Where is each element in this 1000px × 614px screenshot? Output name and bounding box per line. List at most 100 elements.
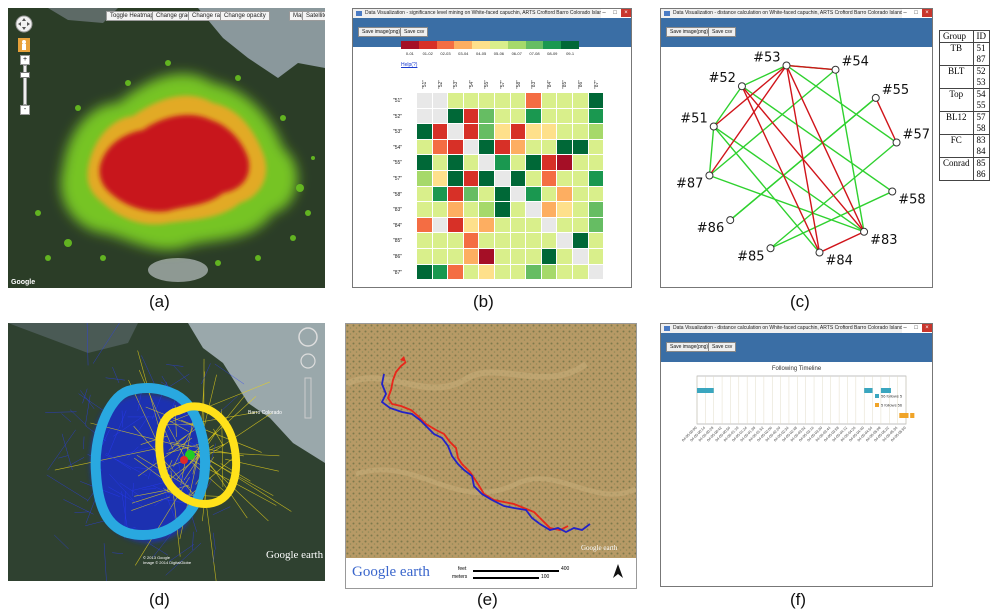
matrix-cell[interactable]: [432, 108, 448, 124]
graph-node[interactable]: [815, 248, 824, 257]
matrix-cell[interactable]: [526, 186, 541, 202]
maximize-button[interactable]: □: [914, 325, 918, 331]
minimize-button[interactable]: –: [903, 325, 907, 331]
matrix-cell[interactable]: [557, 264, 572, 280]
matrix-cell[interactable]: [588, 217, 604, 233]
matrix-cell[interactable]: [479, 186, 494, 202]
matrix-cell[interactable]: [448, 217, 463, 233]
matrix-cell[interactable]: [495, 93, 510, 108]
matrix-cell[interactable]: [448, 249, 463, 264]
matrix-cell[interactable]: [510, 108, 526, 124]
matrix-cell[interactable]: [495, 264, 510, 280]
matrix-cell[interactable]: [557, 171, 572, 186]
matrix-cell[interactable]: [588, 171, 604, 186]
matrix-cell[interactable]: [588, 264, 604, 280]
matrix-cell[interactable]: [541, 155, 557, 170]
matrix-cell[interactable]: [573, 217, 588, 233]
matrix-cell[interactable]: [479, 139, 494, 155]
matrix-cell[interactable]: [557, 186, 572, 202]
timeline-bar[interactable]: [880, 388, 891, 393]
earth-zoom-slider[interactable]: [304, 377, 312, 419]
matrix-cell[interactable]: [588, 186, 604, 202]
matrix-cell[interactable]: [448, 233, 463, 248]
panel-d-earth-view[interactable]: Barro Colorado © 2013 Google Image © 201…: [8, 323, 325, 581]
zoom-slider-handle[interactable]: [20, 72, 30, 78]
matrix-cell[interactable]: [557, 108, 572, 124]
graph-node[interactable]: [705, 171, 714, 180]
matrix-cell[interactable]: [573, 108, 588, 124]
street-view-pegman-icon[interactable]: [18, 38, 30, 52]
save-csv-button[interactable]: Save csv: [708, 342, 737, 352]
maximize-button[interactable]: □: [613, 10, 617, 16]
matrix-cell[interactable]: [541, 249, 557, 264]
matrix-cell[interactable]: [588, 124, 604, 139]
matrix-cell[interactable]: [557, 249, 572, 264]
matrix-cell[interactable]: [479, 155, 494, 170]
matrix-cell[interactable]: [448, 155, 463, 170]
matrix-cell[interactable]: [557, 139, 572, 155]
graph-node[interactable]: [737, 82, 746, 91]
matrix-cell[interactable]: [588, 108, 604, 124]
matrix-cell[interactable]: [463, 264, 479, 280]
matrix-cell[interactable]: [448, 108, 463, 124]
matrix-cell[interactable]: [588, 233, 604, 248]
matrix-cell[interactable]: [510, 139, 526, 155]
matrix-cell[interactable]: [510, 93, 526, 108]
timeline-bar[interactable]: [697, 388, 714, 393]
matrix-cell[interactable]: [573, 124, 588, 139]
matrix-cell[interactable]: [495, 124, 510, 139]
matrix-cell[interactable]: [526, 264, 541, 280]
matrix-cell[interactable]: [448, 171, 463, 186]
matrix-cell[interactable]: [463, 155, 479, 170]
matrix-cell[interactable]: [573, 171, 588, 186]
matrix-cell[interactable]: [495, 202, 510, 217]
maximize-button[interactable]: □: [914, 10, 918, 16]
minimize-button[interactable]: –: [903, 10, 907, 16]
matrix-cell[interactable]: [510, 171, 526, 186]
matrix-cell[interactable]: [417, 93, 432, 108]
matrix-cell[interactable]: [479, 217, 494, 233]
matrix-cell[interactable]: [510, 217, 526, 233]
graph-node[interactable]: [860, 227, 869, 236]
matrix-cell[interactable]: [588, 155, 604, 170]
matrix-cell[interactable]: [526, 124, 541, 139]
matrix-cell[interactable]: [557, 124, 572, 139]
matrix-cell[interactable]: [526, 139, 541, 155]
matrix-cell[interactable]: [463, 139, 479, 155]
matrix-cell[interactable]: [573, 233, 588, 248]
matrix-cell[interactable]: [495, 155, 510, 170]
matrix-cell[interactable]: [417, 233, 432, 248]
zoom-slider-track[interactable]: [23, 65, 27, 105]
matrix-cell[interactable]: [526, 171, 541, 186]
matrix-cell[interactable]: [557, 202, 572, 217]
matrix-cell[interactable]: [417, 202, 432, 217]
save-csv-button[interactable]: Save csv: [708, 27, 737, 37]
matrix-cell[interactable]: [417, 155, 432, 170]
help-link[interactable]: Help(?): [401, 62, 418, 68]
matrix-cell[interactable]: [432, 93, 448, 108]
matrix-cell[interactable]: [541, 139, 557, 155]
matrix-cell[interactable]: [479, 233, 494, 248]
matrix-cell[interactable]: [417, 124, 432, 139]
matrix-cell[interactable]: [448, 186, 463, 202]
matrix-cell[interactable]: [432, 202, 448, 217]
matrix-cell[interactable]: [417, 249, 432, 264]
graph-node[interactable]: [709, 122, 718, 131]
matrix-cell[interactable]: [495, 171, 510, 186]
matrix-cell[interactable]: [588, 139, 604, 155]
matrix-cell[interactable]: [526, 233, 541, 248]
matrix-cell[interactable]: [510, 249, 526, 264]
close-button[interactable]: ×: [922, 324, 932, 332]
matrix-cell[interactable]: [463, 202, 479, 217]
matrix-cell[interactable]: [541, 124, 557, 139]
matrix-cell[interactable]: [588, 202, 604, 217]
matrix-cell[interactable]: [479, 249, 494, 264]
matrix-cell[interactable]: [557, 155, 572, 170]
graph-node[interactable]: [726, 216, 735, 225]
matrix-cell[interactable]: [588, 249, 604, 264]
matrix-cell[interactable]: [526, 202, 541, 217]
matrix-cell[interactable]: [479, 171, 494, 186]
matrix-cell[interactable]: [432, 186, 448, 202]
graph-node[interactable]: [782, 61, 791, 70]
matrix-cell[interactable]: [541, 217, 557, 233]
